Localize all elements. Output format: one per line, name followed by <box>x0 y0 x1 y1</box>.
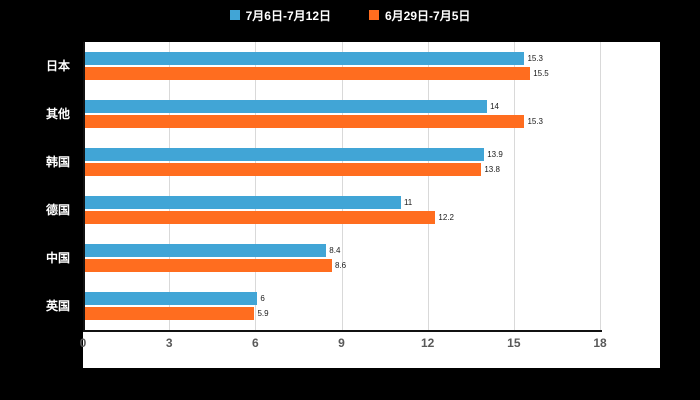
legend-swatch-previous-week <box>369 10 379 20</box>
bar-value-label: 11 <box>403 198 413 207</box>
legend-swatch-current-week <box>229 10 240 20</box>
bar-value-label: 5.9 <box>257 309 269 318</box>
bar-previous-week <box>85 259 332 272</box>
gridline <box>427 42 429 330</box>
x-tick-label: 18 <box>593 336 607 350</box>
category-label: 英国 <box>45 299 70 313</box>
y-axis-line <box>83 42 85 331</box>
category-label: 韩国 <box>45 155 70 169</box>
x-axis-line <box>83 330 602 332</box>
gridline <box>600 42 601 330</box>
bar-current-week <box>85 244 327 257</box>
bar-previous-week <box>85 307 255 320</box>
x-tick-label: 9 <box>338 336 345 350</box>
legend-item-previous-week: 6月29日-7月5日 <box>369 7 470 24</box>
category-axis-labels: 日本其他韩国德国中国英国 <box>0 42 76 368</box>
bar-current-week <box>85 292 258 305</box>
bar-value-label: 6 <box>260 294 265 303</box>
bar-value-label: 12.2 <box>438 213 454 222</box>
x-tick-label: 6 <box>251 336 259 350</box>
legend-label-current-week: 7月6日-7月12日 <box>245 8 331 23</box>
category-label: 中国 <box>45 251 70 265</box>
bar-value-label: 15.3 <box>527 54 544 63</box>
plot-area: 0 3 6 9 12 15 18 15.3 15.5 14 15.3 13.9 13.8 11 12.2 8.… <box>80 42 660 368</box>
bar-value-label: 8.6 <box>335 261 347 270</box>
x-tick-label: 15 <box>507 336 521 350</box>
bar-value-label: 8.4 <box>329 246 341 255</box>
gridline <box>513 42 515 330</box>
bar-value-label: 14 <box>490 102 500 111</box>
gridline <box>255 42 257 330</box>
bar-previous-week <box>85 115 525 128</box>
legend-label-previous-week: 6月29日-7月5日 <box>385 8 471 23</box>
bar-previous-week <box>85 67 531 80</box>
x-tick-label: 12 <box>420 336 435 350</box>
bar-current-week <box>85 100 488 113</box>
gridline <box>169 42 171 330</box>
bar-previous-week <box>85 163 482 176</box>
bar-current-week <box>85 196 401 209</box>
category-label: 其他 <box>45 107 70 121</box>
x-tick-label: 0 <box>79 336 87 350</box>
category-label: 日本 <box>45 59 70 73</box>
bar-value-label: 13.8 <box>484 165 500 174</box>
legend: 7月6日-7月12日 6月29日-7月5日 <box>0 6 700 24</box>
bar-previous-week <box>85 211 436 224</box>
gridline <box>341 42 343 330</box>
bar-current-week <box>85 148 485 161</box>
bar-current-week <box>85 52 525 65</box>
bar-value-label: 15.3 <box>527 117 544 126</box>
bar-value-label: 13.9 <box>487 150 503 159</box>
legend-item-current-week: 7月6日-7月12日 <box>229 7 331 24</box>
category-label: 德国 <box>45 203 70 217</box>
x-tick-label: 3 <box>165 336 173 350</box>
bar-value-label: 15.5 <box>533 69 549 78</box>
